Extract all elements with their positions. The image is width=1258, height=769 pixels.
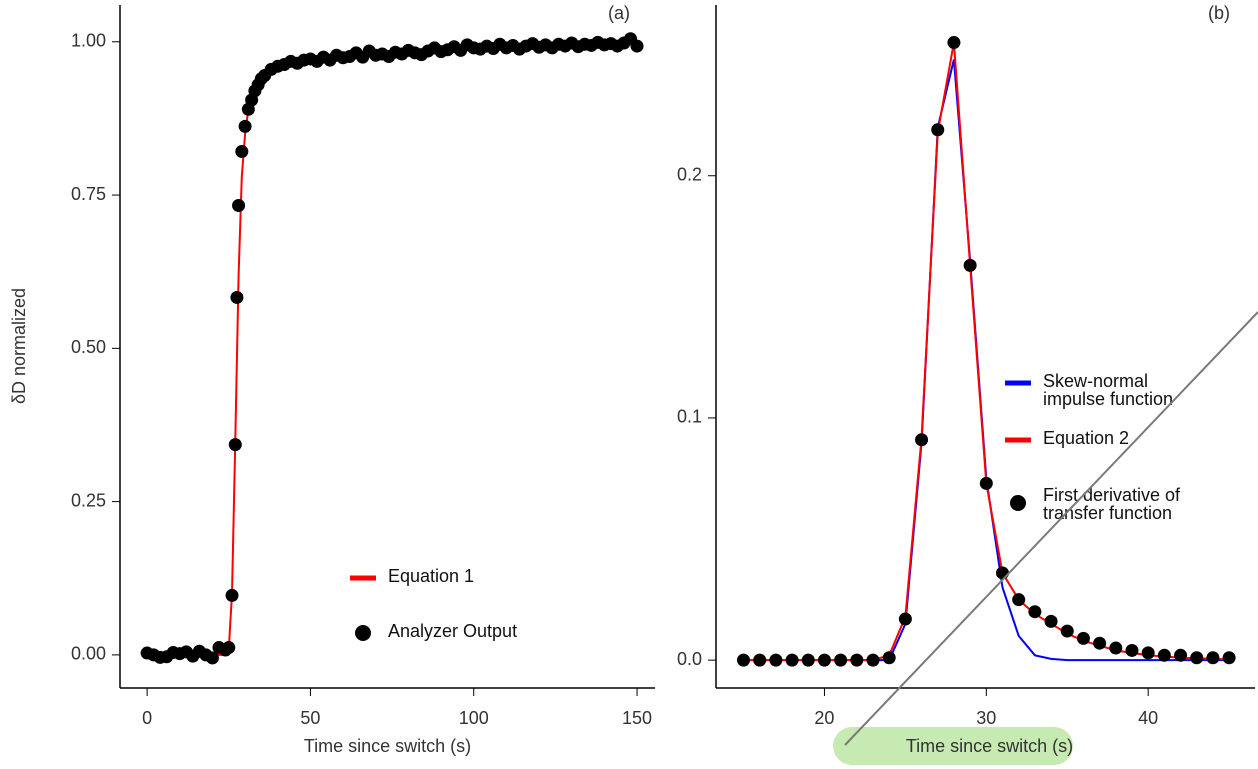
data-point bbox=[1141, 646, 1155, 660]
data-point bbox=[1012, 593, 1026, 607]
legend-label: Analyzer Output bbox=[388, 622, 518, 641]
data-point bbox=[222, 641, 236, 655]
y-axis-title: δD normalized bbox=[9, 288, 29, 404]
data-point bbox=[898, 612, 912, 626]
legend-swatch bbox=[1010, 495, 1026, 511]
data-point bbox=[817, 653, 831, 667]
data-point bbox=[785, 653, 799, 667]
x-tick-label: 0 bbox=[142, 708, 152, 728]
series-line bbox=[743, 59, 1230, 662]
data-point bbox=[1190, 651, 1204, 665]
data-point bbox=[228, 438, 242, 452]
data-point bbox=[238, 119, 252, 133]
legend-label: First derivative of transfer function bbox=[1043, 486, 1181, 523]
y-tick-label: 0.2 bbox=[677, 165, 702, 185]
data-point bbox=[1157, 648, 1171, 662]
data-point bbox=[1206, 651, 1220, 665]
data-point bbox=[769, 653, 783, 667]
legend-label: Skew-normal impulse function bbox=[1043, 372, 1174, 409]
y-tick-label: 1.00 bbox=[71, 31, 106, 51]
data-point bbox=[915, 433, 929, 447]
data-point bbox=[834, 653, 848, 667]
data-point bbox=[1109, 641, 1123, 655]
data-point bbox=[931, 123, 945, 137]
y-tick-label: 0.75 bbox=[71, 184, 106, 204]
x-tick-label: 40 bbox=[1138, 708, 1158, 728]
data-point bbox=[1060, 624, 1074, 638]
data-point bbox=[232, 198, 246, 212]
series-line bbox=[743, 42, 1230, 662]
data-point bbox=[882, 651, 896, 665]
y-tick-label: 0.25 bbox=[71, 490, 106, 510]
data-point bbox=[963, 258, 977, 272]
data-point bbox=[850, 653, 864, 667]
data-point bbox=[979, 476, 993, 490]
data-point bbox=[225, 588, 239, 602]
series-line bbox=[147, 42, 638, 656]
highlight bbox=[833, 727, 1073, 765]
panel-label: (b) bbox=[1208, 3, 1230, 23]
x-tick-label: 150 bbox=[622, 708, 652, 728]
legend-entry: First derivative of transfer function bbox=[1043, 486, 1181, 523]
y-tick-label: 0.00 bbox=[71, 644, 106, 664]
legend-entry: Skew-normal impulse function bbox=[1043, 372, 1174, 409]
data-point bbox=[1125, 643, 1139, 657]
data-point bbox=[995, 566, 1009, 580]
y-tick-label: 0.50 bbox=[71, 337, 106, 357]
legend-entry: Equation 2 bbox=[1043, 429, 1130, 448]
data-point bbox=[1044, 614, 1058, 628]
legend-label: Equation 1 bbox=[388, 567, 475, 586]
data-point bbox=[1076, 631, 1090, 645]
data-point bbox=[1222, 651, 1236, 665]
data-point bbox=[630, 39, 644, 53]
x-tick-label: 20 bbox=[814, 708, 834, 728]
x-tick-label: 50 bbox=[300, 708, 320, 728]
data-point bbox=[947, 36, 961, 50]
legend-label: Equation 2 bbox=[1043, 429, 1130, 448]
data-point bbox=[230, 290, 244, 304]
legend-swatch bbox=[355, 625, 371, 641]
x-axis-title: Time since switch (s) bbox=[906, 736, 1073, 756]
x-tick-label: 100 bbox=[459, 708, 489, 728]
data-point bbox=[1028, 605, 1042, 619]
x-axis-title: Time since switch (s) bbox=[304, 736, 471, 756]
x-tick-label: 30 bbox=[976, 708, 996, 728]
y-tick-label: 0.0 bbox=[677, 649, 702, 669]
data-point bbox=[205, 651, 219, 665]
annotation-line bbox=[844, 311, 1258, 746]
data-point bbox=[737, 653, 751, 667]
legend-entry: Analyzer Output bbox=[388, 622, 518, 641]
legend-entry: Equation 1 bbox=[388, 567, 475, 586]
data-point bbox=[1174, 648, 1188, 662]
data-point bbox=[866, 653, 880, 667]
data-point bbox=[753, 653, 767, 667]
data-point bbox=[1093, 636, 1107, 650]
panel-label: (a) bbox=[608, 3, 630, 23]
y-tick-label: 0.1 bbox=[677, 407, 702, 427]
data-point bbox=[801, 653, 815, 667]
data-point bbox=[235, 145, 249, 159]
